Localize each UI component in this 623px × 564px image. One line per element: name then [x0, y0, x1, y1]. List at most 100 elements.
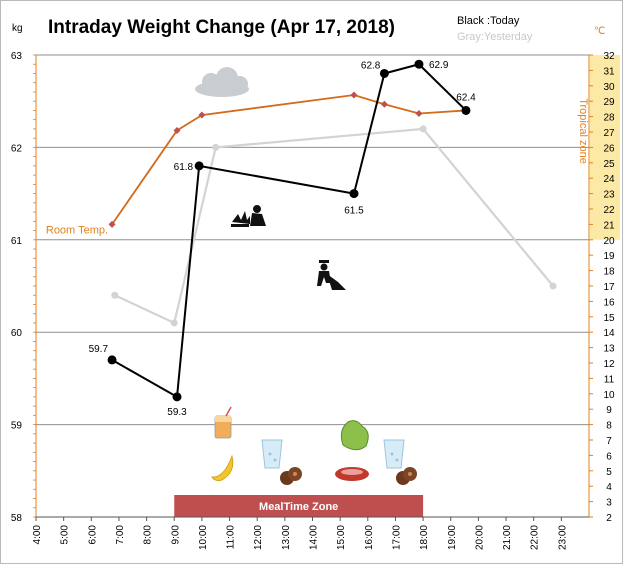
right-tick-label-2: 2 [606, 513, 612, 524]
series: Room Temp. 59.7 59.3 61.8 61.5 62.8 62.9 62.4 [46, 59, 557, 418]
today-point-1 [172, 392, 182, 402]
cloud-icon [195, 67, 249, 97]
today-point-4 [379, 68, 389, 78]
tropical-zone-label: Tropical zone [577, 98, 589, 164]
x-tick-label-10:00: 10:00 [198, 525, 209, 550]
x-tick-label-11:00: 11:00 [226, 525, 237, 550]
room-temp-point-3 [350, 91, 358, 99]
y-tick-label-59: 59 [11, 421, 23, 432]
legend-today: Black :Today [457, 15, 520, 27]
room-temp-point-1 [173, 126, 181, 134]
right-tick-label-13: 13 [603, 344, 615, 355]
chocolate-cookies-icon [280, 467, 302, 485]
x-tick-label-9:00: 9:00 [170, 525, 181, 545]
right-tick-label-23: 23 [603, 190, 615, 201]
right-tick-label-19: 19 [603, 251, 615, 262]
right-tick-label-31: 31 [603, 66, 615, 77]
series-line-room-temp [111, 94, 467, 225]
water-glass-icon [261, 439, 283, 469]
right-tick-label-20: 20 [603, 236, 615, 247]
y-tick-label-63: 63 [11, 51, 23, 62]
lettuce-icon [340, 420, 369, 451]
juice-glass-icon [214, 406, 232, 439]
x-tick-label-6:00: 6:00 [87, 525, 98, 545]
today-point-5 [414, 59, 424, 69]
right-tick-label-17: 17 [603, 282, 615, 293]
today-data-label-2: 61.8 [174, 162, 194, 173]
room-temp-point-5 [415, 110, 423, 118]
y-tick-label-58: 58 [11, 513, 23, 524]
today-point-0 [107, 355, 117, 365]
legend-yesterday: Gray:Yesterday [457, 31, 533, 43]
right-tick-label-14: 14 [603, 328, 615, 339]
right-tick-label-32: 32 [603, 51, 615, 62]
right-tick-label-15: 15 [603, 313, 615, 324]
meal-time-zone-label: MealTime Zone [259, 501, 338, 513]
right-tick-label-16: 16 [603, 297, 615, 308]
axes: 5859606162632345678910111213141516171819… [11, 51, 615, 550]
tropical-zone-band [590, 55, 620, 240]
x-tick-label-7:00: 7:00 [115, 525, 126, 545]
right-tick-label-26: 26 [603, 143, 615, 154]
today-data-label-5: 62.9 [429, 60, 449, 71]
banana-icon [211, 454, 234, 481]
today-data-label-4: 62.8 [361, 60, 381, 71]
right-tick-label-8: 8 [606, 421, 612, 432]
x-tick-label-22:00: 22:00 [530, 525, 541, 550]
x-tick-label-4:00: 4:00 [32, 525, 43, 545]
right-tick-label-25: 25 [603, 159, 615, 170]
right-tick-label-28: 28 [603, 113, 615, 124]
right-tick-label-10: 10 [603, 390, 615, 401]
right-tick-label-9: 9 [606, 405, 612, 416]
today-data-label-3: 61.5 [344, 206, 364, 217]
steak-icon [335, 467, 369, 481]
chocolate-cookies-icon [396, 467, 417, 485]
right-tick-label-18: 18 [603, 267, 615, 278]
right-tick-label-29: 29 [603, 97, 615, 108]
series-line-yesterday [114, 127, 554, 325]
gardening-person-icon [231, 205, 266, 227]
right-tick-label-7: 7 [606, 436, 612, 447]
right-tick-label-4: 4 [606, 482, 612, 493]
right-tick-label-22: 22 [603, 205, 615, 216]
x-tick-label-17:00: 17:00 [391, 525, 402, 550]
today-point-6 [461, 105, 471, 115]
right-axis-unit: ℃ [594, 26, 605, 37]
left-axis-unit: kg [12, 23, 23, 34]
x-tick-label-12:00: 12:00 [253, 525, 264, 550]
x-tick-label-23:00: 23:00 [557, 525, 568, 550]
y-tick-label-62: 62 [11, 143, 23, 154]
meal-time-zone-bar [174, 495, 424, 517]
right-tick-label-6: 6 [606, 451, 612, 462]
x-tick-label-21:00: 21:00 [502, 525, 513, 550]
grid [36, 54, 589, 518]
y-tick-label-60: 60 [11, 328, 23, 339]
x-tick-label-16:00: 16:00 [364, 525, 375, 550]
today-data-label-6: 62.4 [456, 92, 476, 103]
today-point-2 [194, 161, 204, 171]
today-point-3 [349, 189, 359, 199]
x-tick-label-15:00: 15:00 [336, 525, 347, 550]
y-tick-label-61: 61 [11, 236, 23, 247]
x-tick-label-20:00: 20:00 [474, 525, 485, 550]
series-line-today [111, 63, 467, 399]
right-tick-label-12: 12 [603, 359, 615, 370]
right-tick-label-5: 5 [606, 467, 612, 478]
yesterday-point-2 [212, 143, 220, 151]
yesterday-point-0 [111, 291, 119, 299]
right-tick-label-21: 21 [603, 220, 615, 231]
x-tick-label-5:00: 5:00 [60, 525, 71, 545]
x-tick-label-14:00: 14:00 [309, 525, 320, 550]
yesterday-point-1 [170, 319, 178, 327]
x-tick-label-19:00: 19:00 [447, 525, 458, 550]
right-tick-label-3: 3 [606, 498, 612, 509]
yesterday-point-4 [549, 282, 557, 290]
room-temp-point-0 [108, 220, 116, 228]
room-temp-point-4 [380, 100, 388, 108]
shoveling-person-icon [317, 260, 346, 290]
water-glass-icon [383, 439, 405, 469]
right-tick-label-11: 11 [604, 374, 615, 385]
yesterday-point-3 [419, 125, 427, 133]
